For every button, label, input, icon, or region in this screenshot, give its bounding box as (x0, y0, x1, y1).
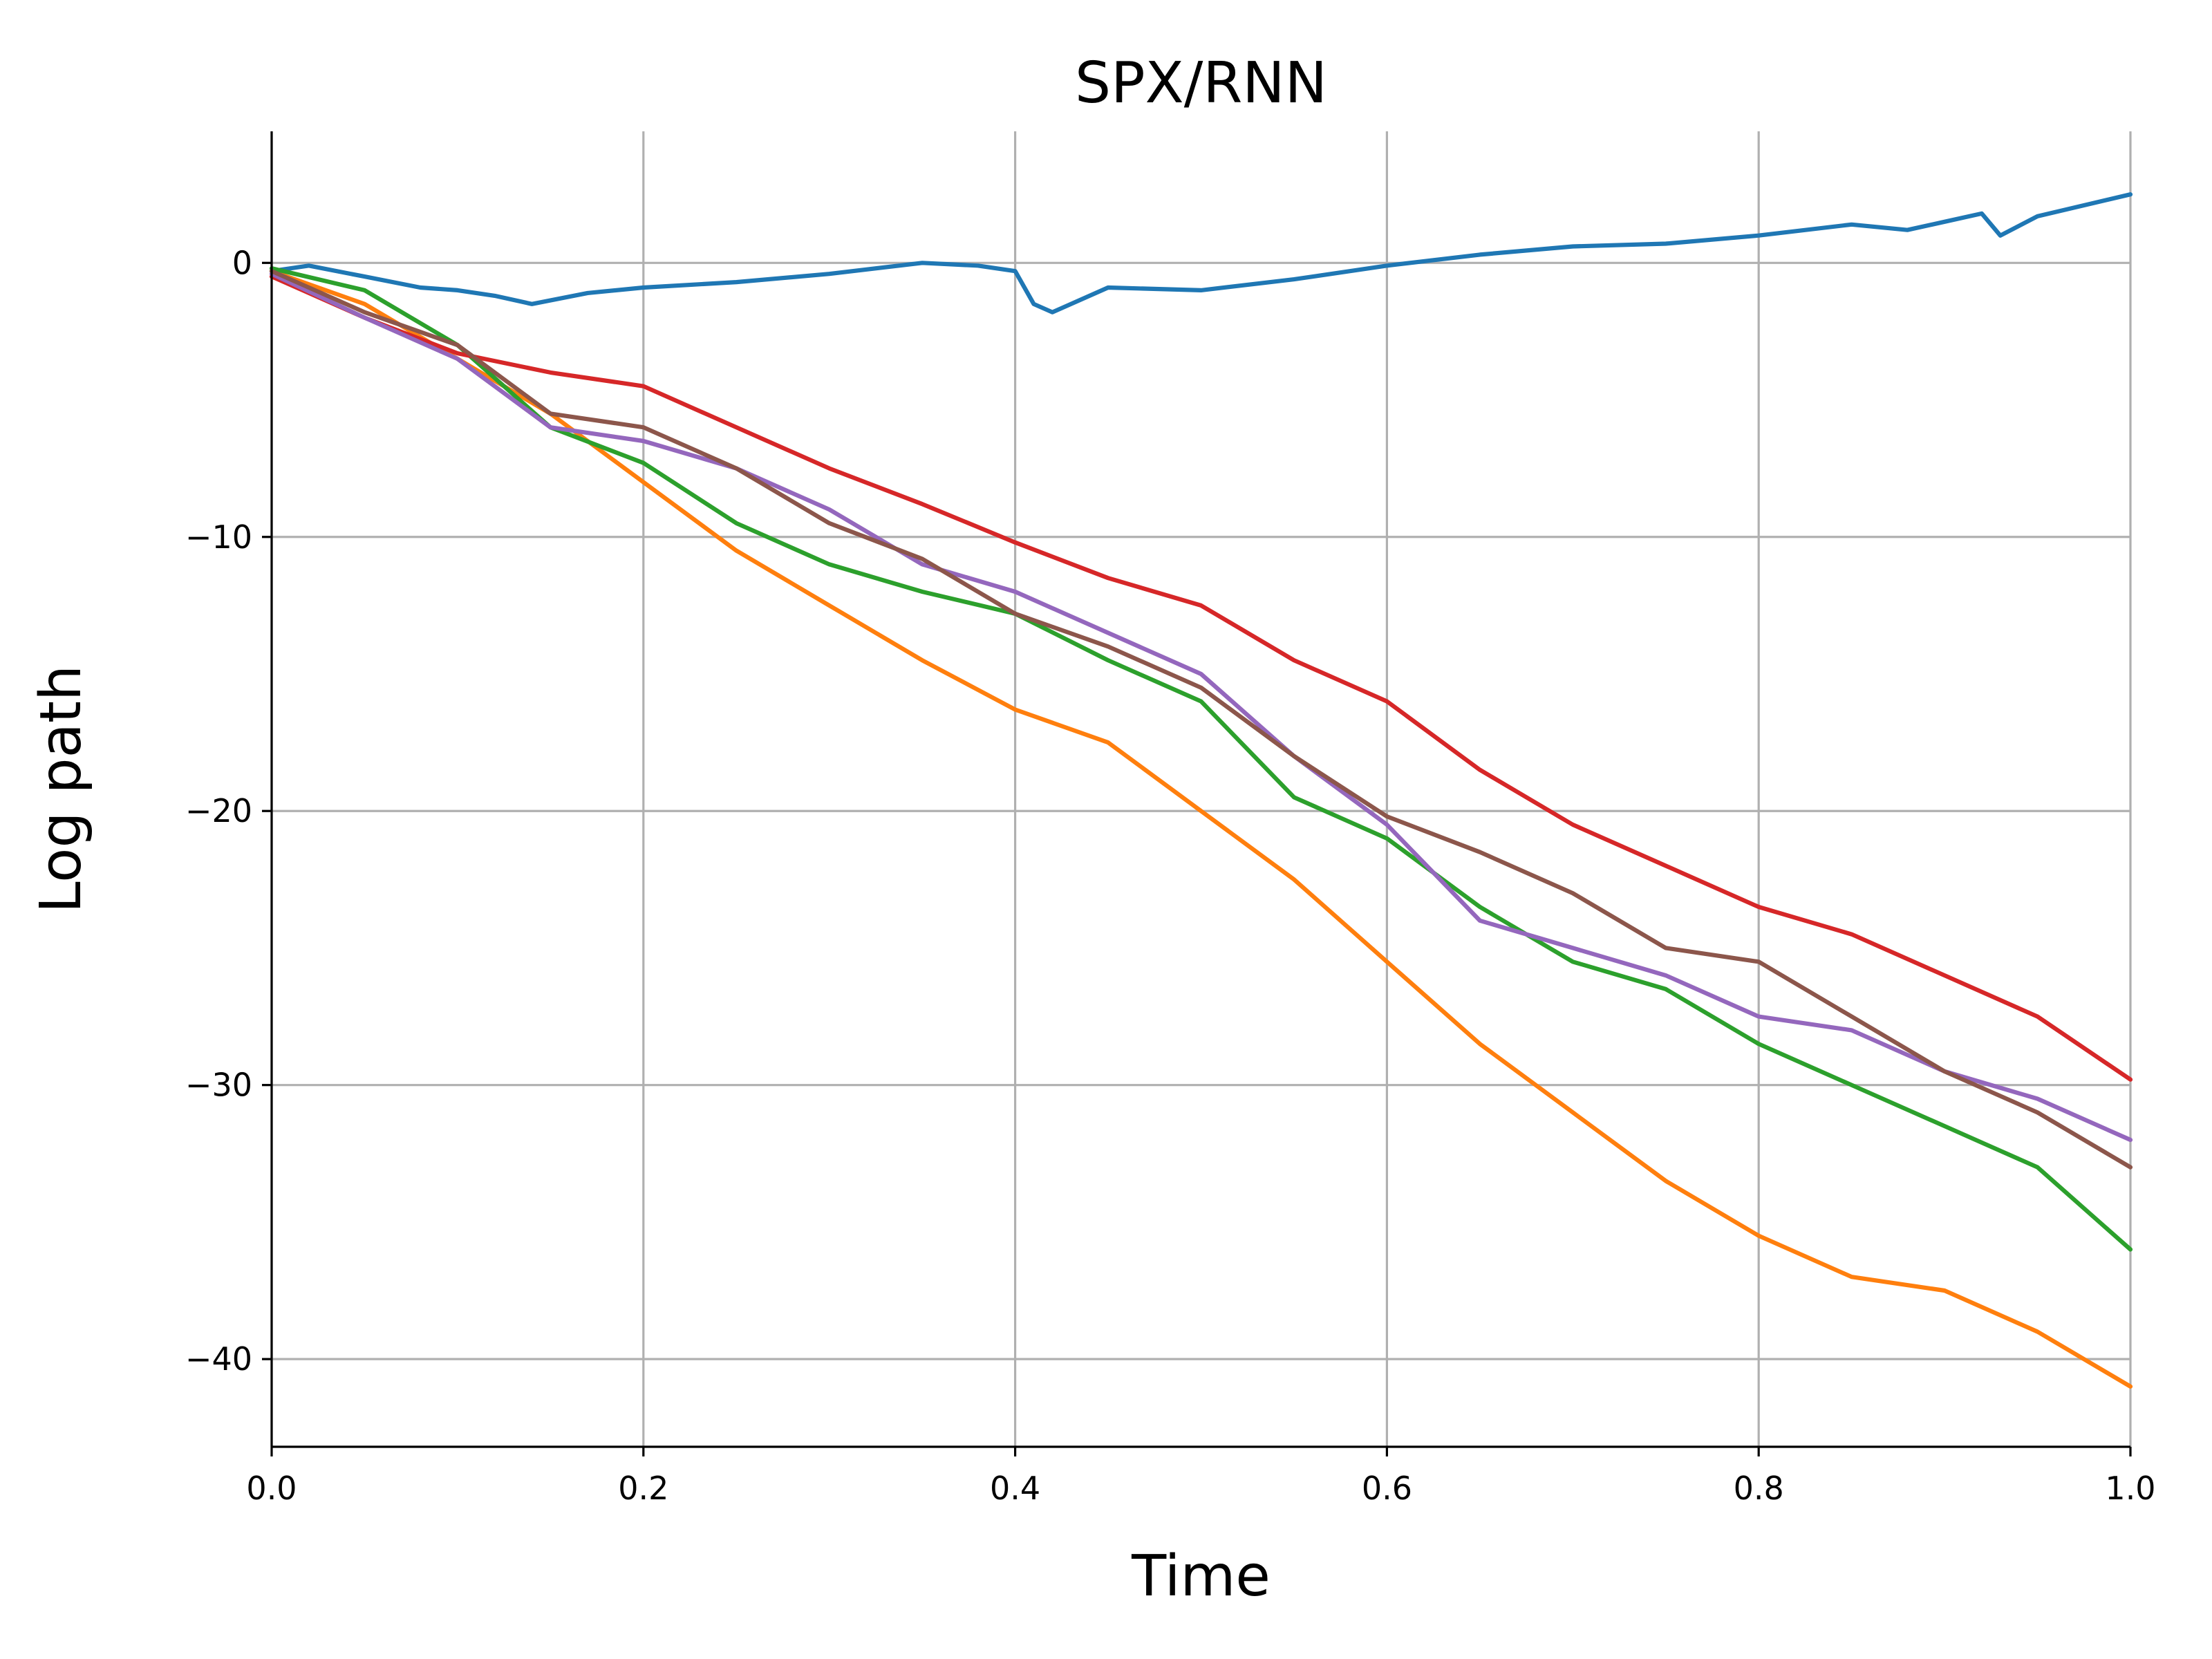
series-line-1 (269, 192, 2133, 315)
y-axis-title: Log path (28, 665, 94, 913)
series-line-6 (269, 269, 2133, 1170)
grid (270, 131, 2132, 1447)
series-group (269, 192, 2133, 1389)
y-tick-label-3: −30 (185, 1067, 252, 1104)
x-tick-label-1: 0.2 (618, 1470, 668, 1507)
x-tick-label-0: 0.0 (246, 1470, 297, 1507)
y-tick-label-0: 0 (232, 244, 252, 281)
ticks: 0.0 0.2 0.4 0.6 0.8 1.0 0 −10 −20 −30 −40 (185, 244, 2156, 1507)
y-tick-label-4: −40 (185, 1340, 252, 1378)
x-tick-label-2: 0.4 (990, 1470, 1040, 1507)
x-tick-label-4: 0.8 (1734, 1470, 1784, 1507)
series-line-3 (269, 266, 2133, 1252)
x-tick-label-5: 1.0 (2105, 1470, 2155, 1507)
series-line-4 (269, 274, 2133, 1082)
series-line-5 (269, 272, 2133, 1143)
y-tick-label-1: −10 (185, 518, 252, 556)
y-tick-label-2: −20 (185, 792, 252, 830)
x-axis-title: Time (1131, 1544, 1271, 1609)
chart-title: SPX/RNN (1075, 50, 1327, 116)
series-line-2 (269, 269, 2133, 1389)
x-tick-label-3: 0.6 (1362, 1470, 1412, 1507)
axes (270, 131, 2130, 1448)
